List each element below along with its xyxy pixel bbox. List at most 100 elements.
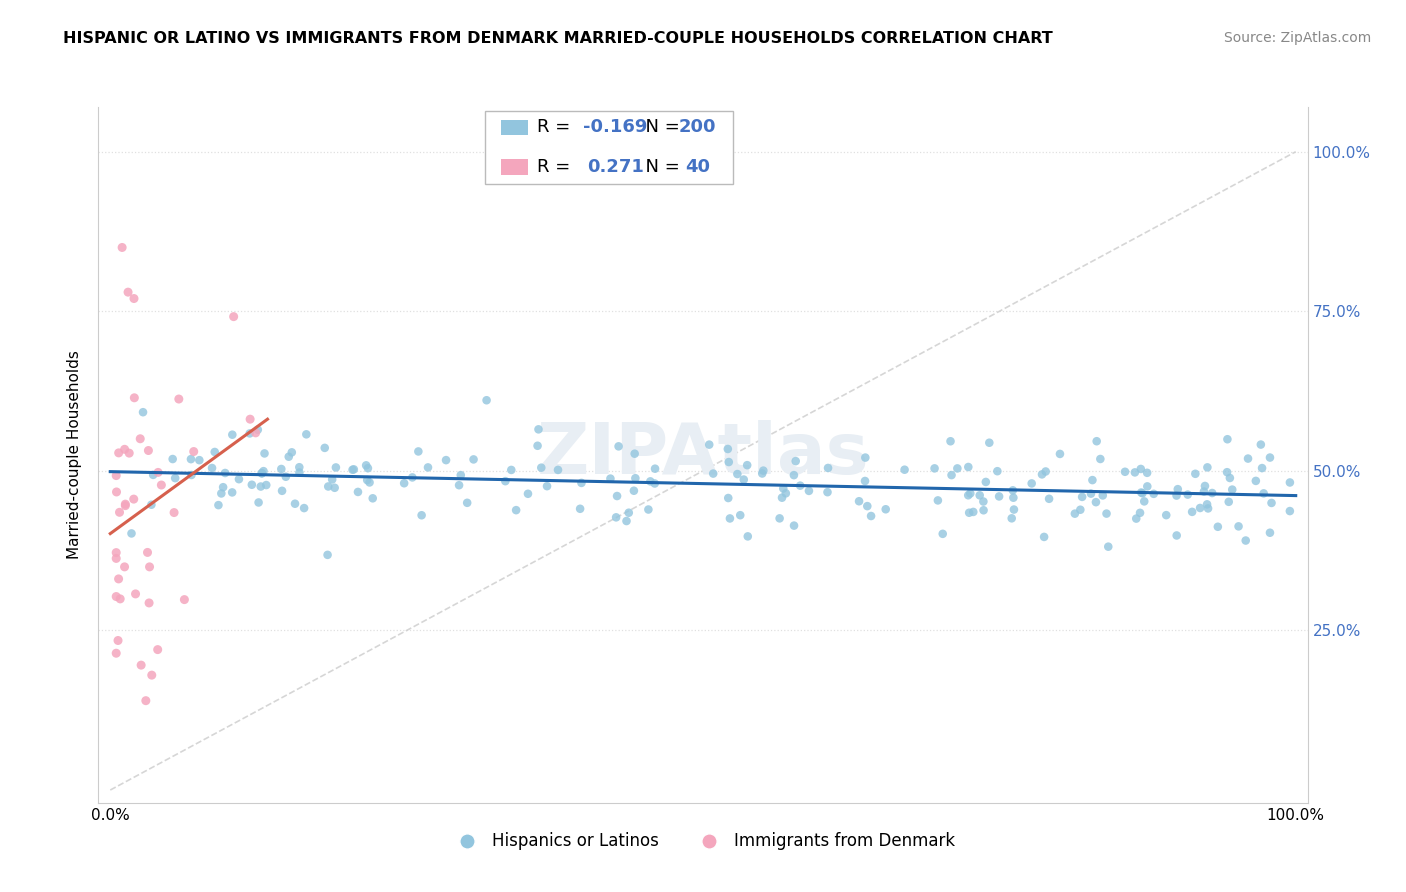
Point	[146, 642, 169, 657]
Point	[717, 455, 740, 469]
Point	[1184, 467, 1206, 481]
Point	[212, 480, 235, 494]
Point	[284, 497, 307, 511]
Point	[1114, 465, 1136, 479]
Point	[141, 668, 163, 682]
Point	[848, 494, 870, 508]
Point	[246, 423, 269, 437]
Point	[957, 488, 980, 502]
Point	[138, 560, 160, 574]
Point	[623, 483, 645, 498]
Point	[1129, 462, 1152, 476]
Point	[517, 487, 540, 501]
Point	[180, 452, 202, 467]
Point	[325, 460, 347, 475]
FancyBboxPatch shape	[485, 111, 734, 184]
Point	[250, 466, 273, 480]
Point	[107, 572, 129, 586]
Point	[221, 427, 243, 442]
Point	[1216, 432, 1239, 446]
Point	[728, 508, 751, 523]
Point	[1166, 489, 1188, 503]
Point	[1192, 484, 1215, 499]
Point	[135, 694, 157, 708]
Point	[321, 473, 343, 487]
Point	[1090, 452, 1112, 467]
Point	[1206, 520, 1229, 534]
Point	[475, 393, 498, 408]
Point	[501, 463, 523, 477]
Point	[988, 490, 1011, 504]
Point	[1002, 491, 1025, 505]
Point	[1091, 488, 1114, 502]
Point	[150, 478, 173, 492]
Point	[239, 426, 262, 441]
Point	[292, 501, 315, 516]
Point	[768, 511, 790, 525]
Point	[138, 443, 160, 458]
Point	[860, 508, 883, 523]
Point	[347, 484, 370, 499]
Point	[637, 502, 659, 516]
Point	[717, 491, 740, 505]
Point	[789, 478, 811, 492]
Point	[1033, 530, 1056, 544]
Point	[856, 499, 879, 513]
Point	[281, 445, 304, 459]
Text: Source: ZipAtlas.com: Source: ZipAtlas.com	[1223, 31, 1371, 45]
Point	[359, 475, 381, 490]
Point	[973, 503, 995, 517]
Point	[247, 495, 270, 509]
Point	[416, 460, 439, 475]
Point	[118, 446, 141, 460]
Point	[249, 479, 271, 493]
Point	[1219, 471, 1241, 485]
Point	[1136, 466, 1159, 480]
Point	[1237, 451, 1260, 466]
Legend: Hispanics or Latinos, Immigrants from Denmark: Hispanics or Latinos, Immigrants from De…	[444, 826, 962, 857]
Point	[605, 510, 627, 524]
Point	[1278, 504, 1301, 518]
Text: -0.169: -0.169	[583, 119, 648, 136]
Point	[644, 461, 666, 475]
Point	[105, 590, 128, 604]
Point	[114, 559, 136, 574]
Point	[640, 475, 662, 489]
Point	[617, 506, 640, 520]
Point	[853, 474, 876, 488]
Point	[245, 425, 267, 440]
Point	[240, 477, 263, 491]
Text: R =: R =	[537, 119, 576, 136]
FancyBboxPatch shape	[501, 159, 527, 175]
Text: N =: N =	[634, 158, 686, 176]
Point	[288, 460, 311, 475]
Point	[1197, 501, 1219, 516]
Point	[893, 463, 915, 477]
Point	[163, 506, 186, 520]
Point	[853, 450, 876, 465]
Point	[547, 463, 569, 477]
Point	[1216, 465, 1239, 479]
Point	[207, 498, 229, 512]
Point	[239, 412, 262, 426]
Point	[569, 501, 592, 516]
Point	[274, 469, 297, 483]
Point	[114, 442, 136, 457]
Point	[932, 526, 955, 541]
Point	[1197, 497, 1219, 511]
Point	[785, 454, 807, 468]
Point	[527, 422, 550, 436]
Point	[974, 475, 997, 489]
Text: 200: 200	[679, 119, 716, 136]
Point	[939, 434, 962, 449]
Point	[288, 466, 311, 480]
Point	[1001, 511, 1024, 525]
Point	[616, 514, 638, 528]
Point	[775, 486, 797, 500]
Point	[924, 461, 946, 475]
Point	[107, 446, 129, 460]
Point	[624, 471, 647, 485]
Point	[124, 587, 146, 601]
Point	[1278, 475, 1301, 490]
Point	[277, 450, 299, 464]
